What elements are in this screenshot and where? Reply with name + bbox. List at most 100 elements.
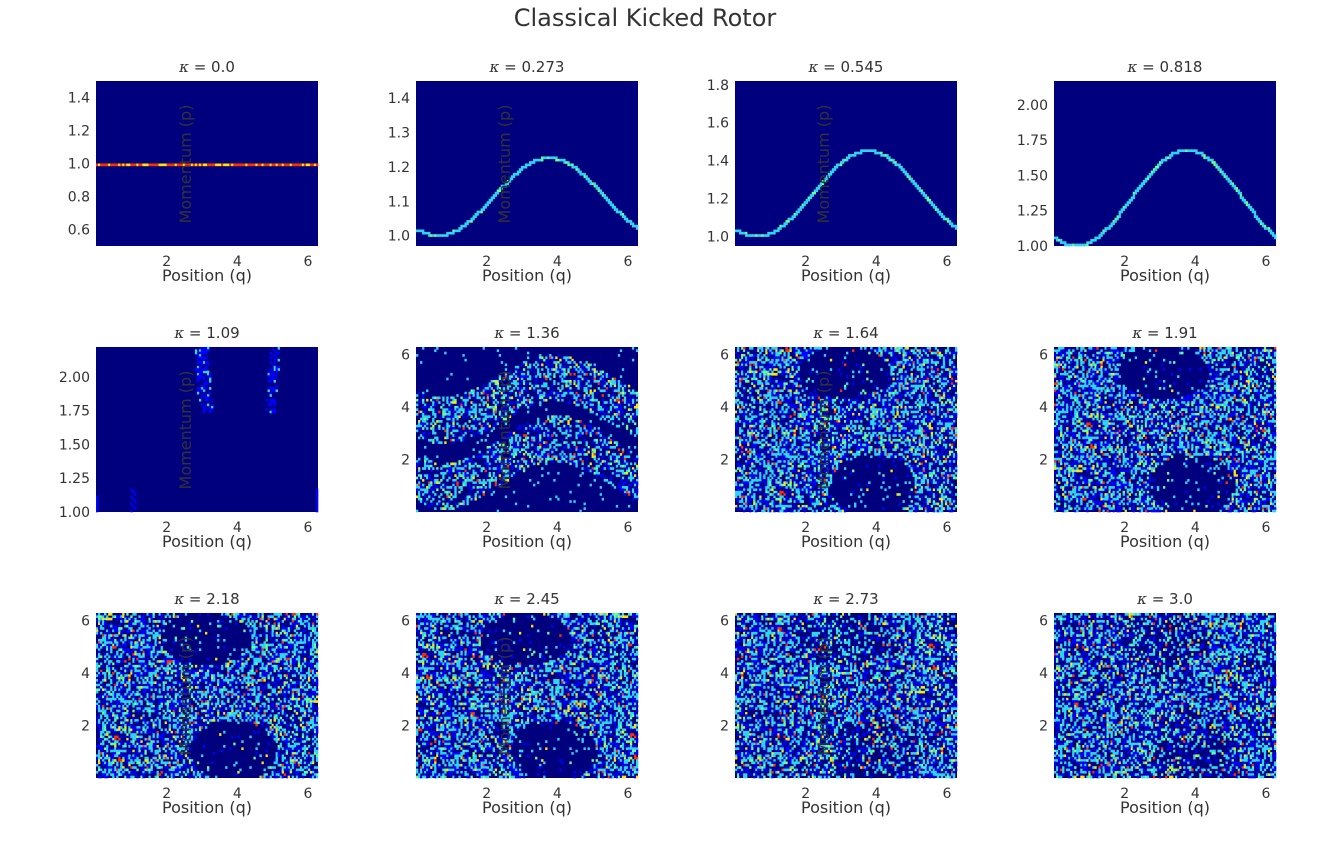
heatmap-cell <box>483 208 485 211</box>
heatmap-cell <box>452 397 454 400</box>
heatmap-cell <box>796 491 798 494</box>
heatmap-cell <box>551 434 553 437</box>
heatmap-cell <box>276 389 278 392</box>
heatmap-cell <box>535 453 537 456</box>
heatmap-cell <box>575 437 577 440</box>
heatmap-cell <box>418 422 420 425</box>
heatmap-cell <box>800 352 802 355</box>
heatmap-cell <box>868 149 870 152</box>
heatmap-cell <box>802 500 804 503</box>
heatmap-cell <box>416 404 418 407</box>
heatmap-cell <box>769 413 771 416</box>
heatmap-cell <box>452 439 454 442</box>
heatmap-cell <box>783 430 785 433</box>
heatmap-cell <box>759 401 761 404</box>
heatmap-cell <box>440 467 442 470</box>
heatmap-cell <box>840 401 842 404</box>
heatmap-cell <box>468 427 470 430</box>
heatmap-cell <box>757 500 759 503</box>
heatmap-cell <box>525 397 527 400</box>
heatmap-cell <box>743 425 745 428</box>
heatmap-cell <box>209 375 211 378</box>
heatmap-cell <box>743 415 745 418</box>
heatmap-cell <box>785 373 787 376</box>
heatmap-cell <box>800 406 802 409</box>
heatmap-cell <box>759 408 761 411</box>
heatmap-cell <box>749 434 751 437</box>
heatmap-cell <box>559 427 561 430</box>
heatmap-cell <box>622 368 624 371</box>
heatmap-cell <box>533 159 535 162</box>
heatmap-cell <box>553 392 555 395</box>
heatmap-cell <box>590 399 592 402</box>
heatmap-cell <box>840 434 842 437</box>
heatmap-cell <box>205 371 207 374</box>
heatmap-cell <box>794 458 796 461</box>
heatmap-cell <box>800 481 802 484</box>
heatmap-cell <box>561 427 563 430</box>
heatmap-cell <box>545 361 547 364</box>
heatmap-cell <box>276 385 278 388</box>
heatmap-cell <box>769 430 771 433</box>
heatmap-cell <box>880 152 882 155</box>
heatmap-cell <box>618 425 620 428</box>
heatmap-cell <box>201 394 203 397</box>
heatmap-cell <box>808 413 810 416</box>
heatmap-cell <box>316 505 318 508</box>
heatmap-cell <box>434 413 436 416</box>
heatmap-cell <box>436 401 438 404</box>
heatmap-cell <box>201 364 203 367</box>
heatmap-cell <box>792 455 794 458</box>
heatmap-cell <box>779 382 781 385</box>
heatmap-cell <box>468 467 470 470</box>
heatmap-cell <box>765 418 767 421</box>
heatmap-cell <box>765 491 767 494</box>
heatmap-cell <box>547 373 549 376</box>
heatmap-cell <box>278 359 280 362</box>
heatmap-cell <box>235 164 237 167</box>
heatmap-cell <box>1264 225 1266 228</box>
heatmap-cell <box>268 404 270 407</box>
heatmap-cell <box>1106 227 1108 230</box>
heatmap-cell <box>781 408 783 411</box>
heatmap-cell <box>446 496 448 499</box>
heatmap-cell <box>753 368 755 371</box>
heatmap-cell <box>749 437 751 440</box>
heatmap-cell <box>765 401 767 404</box>
heatmap-cell <box>1236 189 1238 192</box>
heatmap-cell <box>785 427 787 430</box>
heatmap-cell <box>779 380 781 383</box>
heatmap-cell <box>808 406 810 409</box>
heatmap-cell <box>588 366 590 369</box>
heatmap-cell <box>473 401 475 404</box>
heatmap-cell <box>781 503 783 506</box>
heatmap-cell <box>747 422 749 425</box>
heatmap-cell <box>844 385 846 388</box>
heatmap-cell <box>783 380 785 383</box>
heatmap-cell <box>416 408 418 411</box>
heatmap-cell <box>448 404 450 407</box>
heatmap-cell <box>426 491 428 494</box>
heatmap-cell <box>565 460 567 463</box>
heatmap-cell <box>622 488 624 491</box>
heatmap-cell <box>626 467 628 470</box>
heatmap-cell <box>1094 239 1096 242</box>
heatmap-cell <box>806 380 808 383</box>
heatmap-cell <box>579 368 581 371</box>
heatmap-cell <box>634 481 636 484</box>
heatmap-cell <box>777 411 779 414</box>
heatmap-cell <box>460 486 462 489</box>
heatmap-cell <box>628 455 630 458</box>
heatmap-cell <box>846 420 848 423</box>
heatmap-cell <box>739 448 741 451</box>
heatmap-cell <box>929 199 931 202</box>
heatmap-cell <box>577 448 579 451</box>
heatmap-cell <box>842 451 844 454</box>
heatmap-cell <box>454 463 456 466</box>
heatmap-cell <box>487 460 489 463</box>
heatmap-cell <box>798 408 800 411</box>
heatmap-cell <box>620 408 622 411</box>
heatmap-cell <box>614 446 616 449</box>
heatmap-cell <box>739 380 741 383</box>
